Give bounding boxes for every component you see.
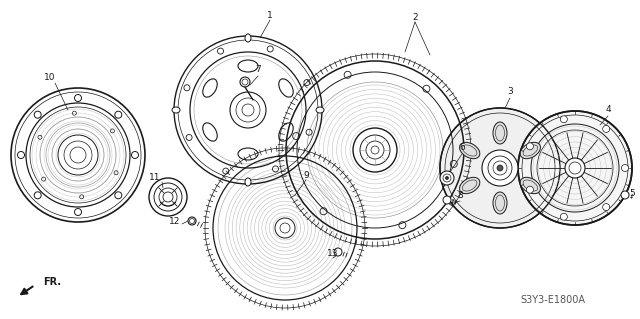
Text: 2: 2 [412, 13, 418, 23]
Circle shape [621, 165, 628, 172]
Ellipse shape [520, 142, 540, 159]
Text: FR.: FR. [43, 277, 61, 287]
Text: 4: 4 [605, 106, 611, 115]
Ellipse shape [520, 177, 540, 194]
Text: 1: 1 [267, 11, 273, 19]
Text: 7: 7 [255, 65, 261, 75]
Text: 9: 9 [303, 170, 309, 180]
Circle shape [497, 165, 503, 171]
Circle shape [440, 171, 454, 185]
Ellipse shape [493, 122, 507, 144]
Ellipse shape [203, 79, 217, 97]
Circle shape [440, 108, 560, 228]
Text: 11: 11 [149, 173, 161, 182]
Circle shape [603, 125, 610, 132]
Text: 6: 6 [459, 144, 465, 152]
Circle shape [188, 217, 196, 225]
Circle shape [240, 77, 250, 87]
Ellipse shape [316, 107, 324, 113]
Circle shape [482, 150, 518, 186]
Ellipse shape [245, 34, 251, 42]
Text: S3Y3-E1800A: S3Y3-E1800A [520, 295, 585, 305]
Ellipse shape [245, 178, 251, 186]
Circle shape [518, 111, 632, 225]
Text: 8: 8 [457, 191, 463, 201]
Text: 12: 12 [170, 218, 180, 226]
Ellipse shape [238, 60, 258, 72]
Circle shape [561, 116, 568, 123]
Circle shape [565, 158, 585, 178]
Text: 10: 10 [44, 73, 56, 83]
Circle shape [527, 186, 534, 193]
Circle shape [443, 196, 451, 204]
Circle shape [163, 192, 173, 202]
Text: 5: 5 [629, 189, 635, 198]
Text: 3: 3 [507, 87, 513, 97]
Ellipse shape [203, 123, 217, 141]
Text: 13: 13 [327, 249, 339, 258]
Ellipse shape [279, 123, 293, 141]
Circle shape [621, 191, 629, 199]
Circle shape [334, 248, 342, 256]
Ellipse shape [238, 148, 258, 160]
Ellipse shape [172, 107, 180, 113]
Circle shape [445, 176, 449, 180]
Ellipse shape [493, 192, 507, 214]
Ellipse shape [460, 177, 480, 194]
Ellipse shape [279, 79, 293, 97]
Circle shape [561, 213, 568, 220]
Ellipse shape [460, 142, 480, 159]
Circle shape [603, 204, 610, 211]
Circle shape [527, 143, 534, 150]
